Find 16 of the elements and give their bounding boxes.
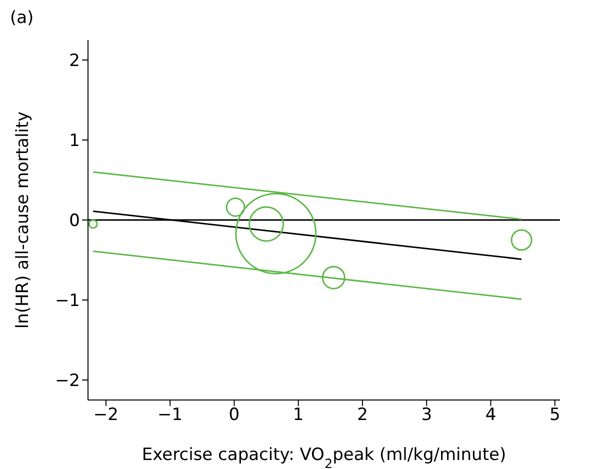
x-tick-label: 2 [357, 405, 368, 426]
x-tick-label: −2 [93, 405, 118, 426]
x-tick-label: 5 [549, 405, 560, 426]
chart-title: (a) [10, 8, 34, 28]
x-tick-label: 4 [485, 405, 496, 426]
x-tick-label: 0 [228, 405, 240, 426]
x-axis-title: Exercise capacity: VO$_{2}$peak (ml/kg/minute) [142, 445, 506, 469]
y-tick-label: 0 [69, 211, 80, 232]
x-tick-label: 3 [421, 405, 432, 426]
y-tick-label: −1 [54, 291, 80, 312]
x-tick-label: 1 [292, 405, 304, 426]
x-tick-label: −1 [158, 405, 183, 426]
y-tick-label: 2 [69, 51, 80, 72]
y-tick-label: 1 [69, 131, 80, 152]
y-axis-title: ln(HR) all-cause mortality [13, 111, 34, 329]
y-tick-label: −2 [54, 371, 80, 392]
